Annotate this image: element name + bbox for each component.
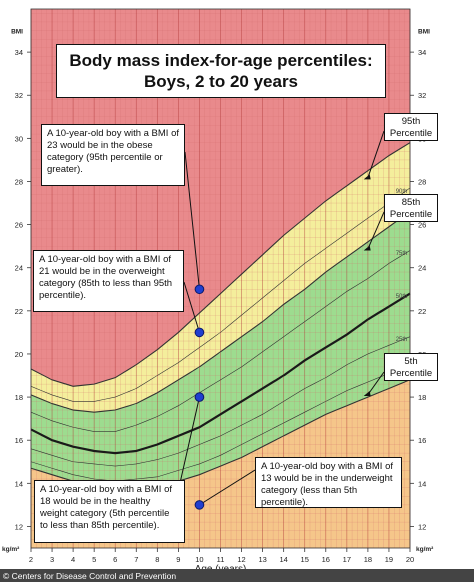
y-tick-label-right: 12	[418, 522, 426, 531]
y-tick-label-right: 16	[418, 436, 426, 445]
percentile-line-90th	[30, 187, 411, 402]
x-tick-label: 6	[113, 555, 117, 564]
x-tick-label: 8	[155, 555, 159, 564]
y-tick-label-left: 28	[15, 177, 23, 186]
callout-arrowhead-0	[363, 174, 371, 180]
y-tick-label-left: 22	[15, 307, 23, 316]
y-tick-label-right: 18	[418, 393, 426, 402]
y-tick-label-left: 12	[15, 522, 23, 531]
y-tick-label-right: 22	[418, 307, 426, 316]
y-tick-label-left: 32	[15, 91, 23, 100]
x-tick-label: 11	[217, 555, 225, 564]
annotation-leader-0	[184, 151, 200, 290]
x-tick-label: 5	[92, 555, 96, 564]
annotation-leader-2	[179, 396, 200, 484]
y-unit-left: kg/m²	[2, 546, 20, 553]
percentile-label-75th: 75th	[396, 251, 408, 257]
callout-95th-percentile: 95th Percentile	[384, 113, 438, 141]
callout-arrowhead-1	[363, 245, 371, 251]
y-tick-label-left: 14	[15, 479, 23, 488]
percentile-line-10th	[30, 364, 411, 482]
chart-title: Body mass index-for-age percentiles:	[69, 51, 373, 70]
percentile-label-50th: 50th	[396, 294, 408, 300]
percentile-line-75th	[30, 250, 411, 432]
percentile-line-25th	[30, 336, 411, 467]
x-tick-label: 4	[71, 555, 75, 564]
y-axis-label-left: BMI	[11, 29, 23, 36]
percentile-label-90th: 90th	[396, 189, 408, 195]
annotation-leader-3	[199, 469, 256, 506]
percentile-line-50th	[30, 292, 411, 455]
highlight-point-1	[194, 327, 205, 338]
highlight-point-3	[194, 500, 205, 510]
x-tick-label: 13	[258, 555, 266, 564]
x-tick-label: 3	[50, 555, 54, 564]
y-tick-label-right: 34	[418, 48, 426, 57]
percentile-label-25th: 25th	[396, 337, 408, 343]
x-tick-label: 20	[406, 555, 414, 564]
annotation-overweight: A 10-year-old boy with a BMI of 21 would…	[33, 250, 184, 312]
y-tick-label-right: 24	[418, 264, 426, 273]
y-tick-label-left: 26	[15, 221, 23, 230]
x-tick-label: 18	[364, 555, 372, 564]
x-tick-label: 7	[134, 555, 138, 564]
annotation-healthy: A 10-year-old boy with a BMI of 18 would…	[34, 480, 185, 543]
y-tick-label-left: 16	[15, 436, 23, 445]
y-tick-label-left: 30	[15, 134, 23, 143]
credit-text: © Centers for Disease Control and Preven…	[3, 571, 176, 581]
credit-bar	[0, 569, 474, 582]
x-tick-label: 2	[29, 555, 33, 564]
highlight-point-0	[194, 284, 205, 295]
callout-leader-2	[367, 371, 385, 396]
y-unit-right: kg/m²	[416, 546, 434, 553]
highlight-point-2	[194, 392, 205, 402]
x-tick-label: 19	[385, 555, 393, 564]
callout-arrowhead-2	[363, 391, 371, 397]
y-tick-label-right: 26	[418, 221, 426, 230]
x-tick-label: 10	[195, 555, 203, 564]
callout-leader-1	[367, 211, 385, 250]
annotation-underweight: A 10-year-old boy with a BMI of 13 would…	[255, 457, 402, 508]
annotation-obese: A 10-year-old boy with a BMI of 23 would…	[41, 124, 185, 186]
y-tick-label-right: 28	[418, 177, 426, 186]
x-tick-label: 16	[322, 555, 330, 564]
y-tick-label-left: 34	[15, 48, 23, 57]
y-tick-label-left: 20	[15, 350, 23, 359]
y-tick-label-left: 24	[15, 264, 23, 273]
x-tick-label: 9	[176, 555, 180, 564]
chart-subtitle: Boys, 2 to 20 years	[143, 72, 299, 91]
callout-5th-percentile: 5th Percentile	[384, 353, 438, 381]
annotation-leader-1	[183, 281, 200, 333]
chart-title-box: Body mass index-for-age percentiles: Boy…	[56, 44, 386, 98]
x-tick-label: 15	[301, 555, 309, 564]
percentile-line-85th	[30, 211, 411, 413]
x-tick-label: 14	[279, 555, 287, 564]
y-tick-label-right: 32	[418, 91, 426, 100]
y-tick-label-right: 14	[418, 479, 426, 488]
callout-leader-0	[367, 130, 385, 179]
y-axis-label-right: BMI	[418, 29, 430, 36]
percentile-line-95th	[30, 142, 411, 387]
x-tick-label: 17	[343, 555, 351, 564]
x-tick-label: 12	[237, 555, 245, 564]
y-tick-label-left: 18	[15, 393, 23, 402]
callout-85th-percentile: 85th Percentile	[384, 194, 438, 222]
